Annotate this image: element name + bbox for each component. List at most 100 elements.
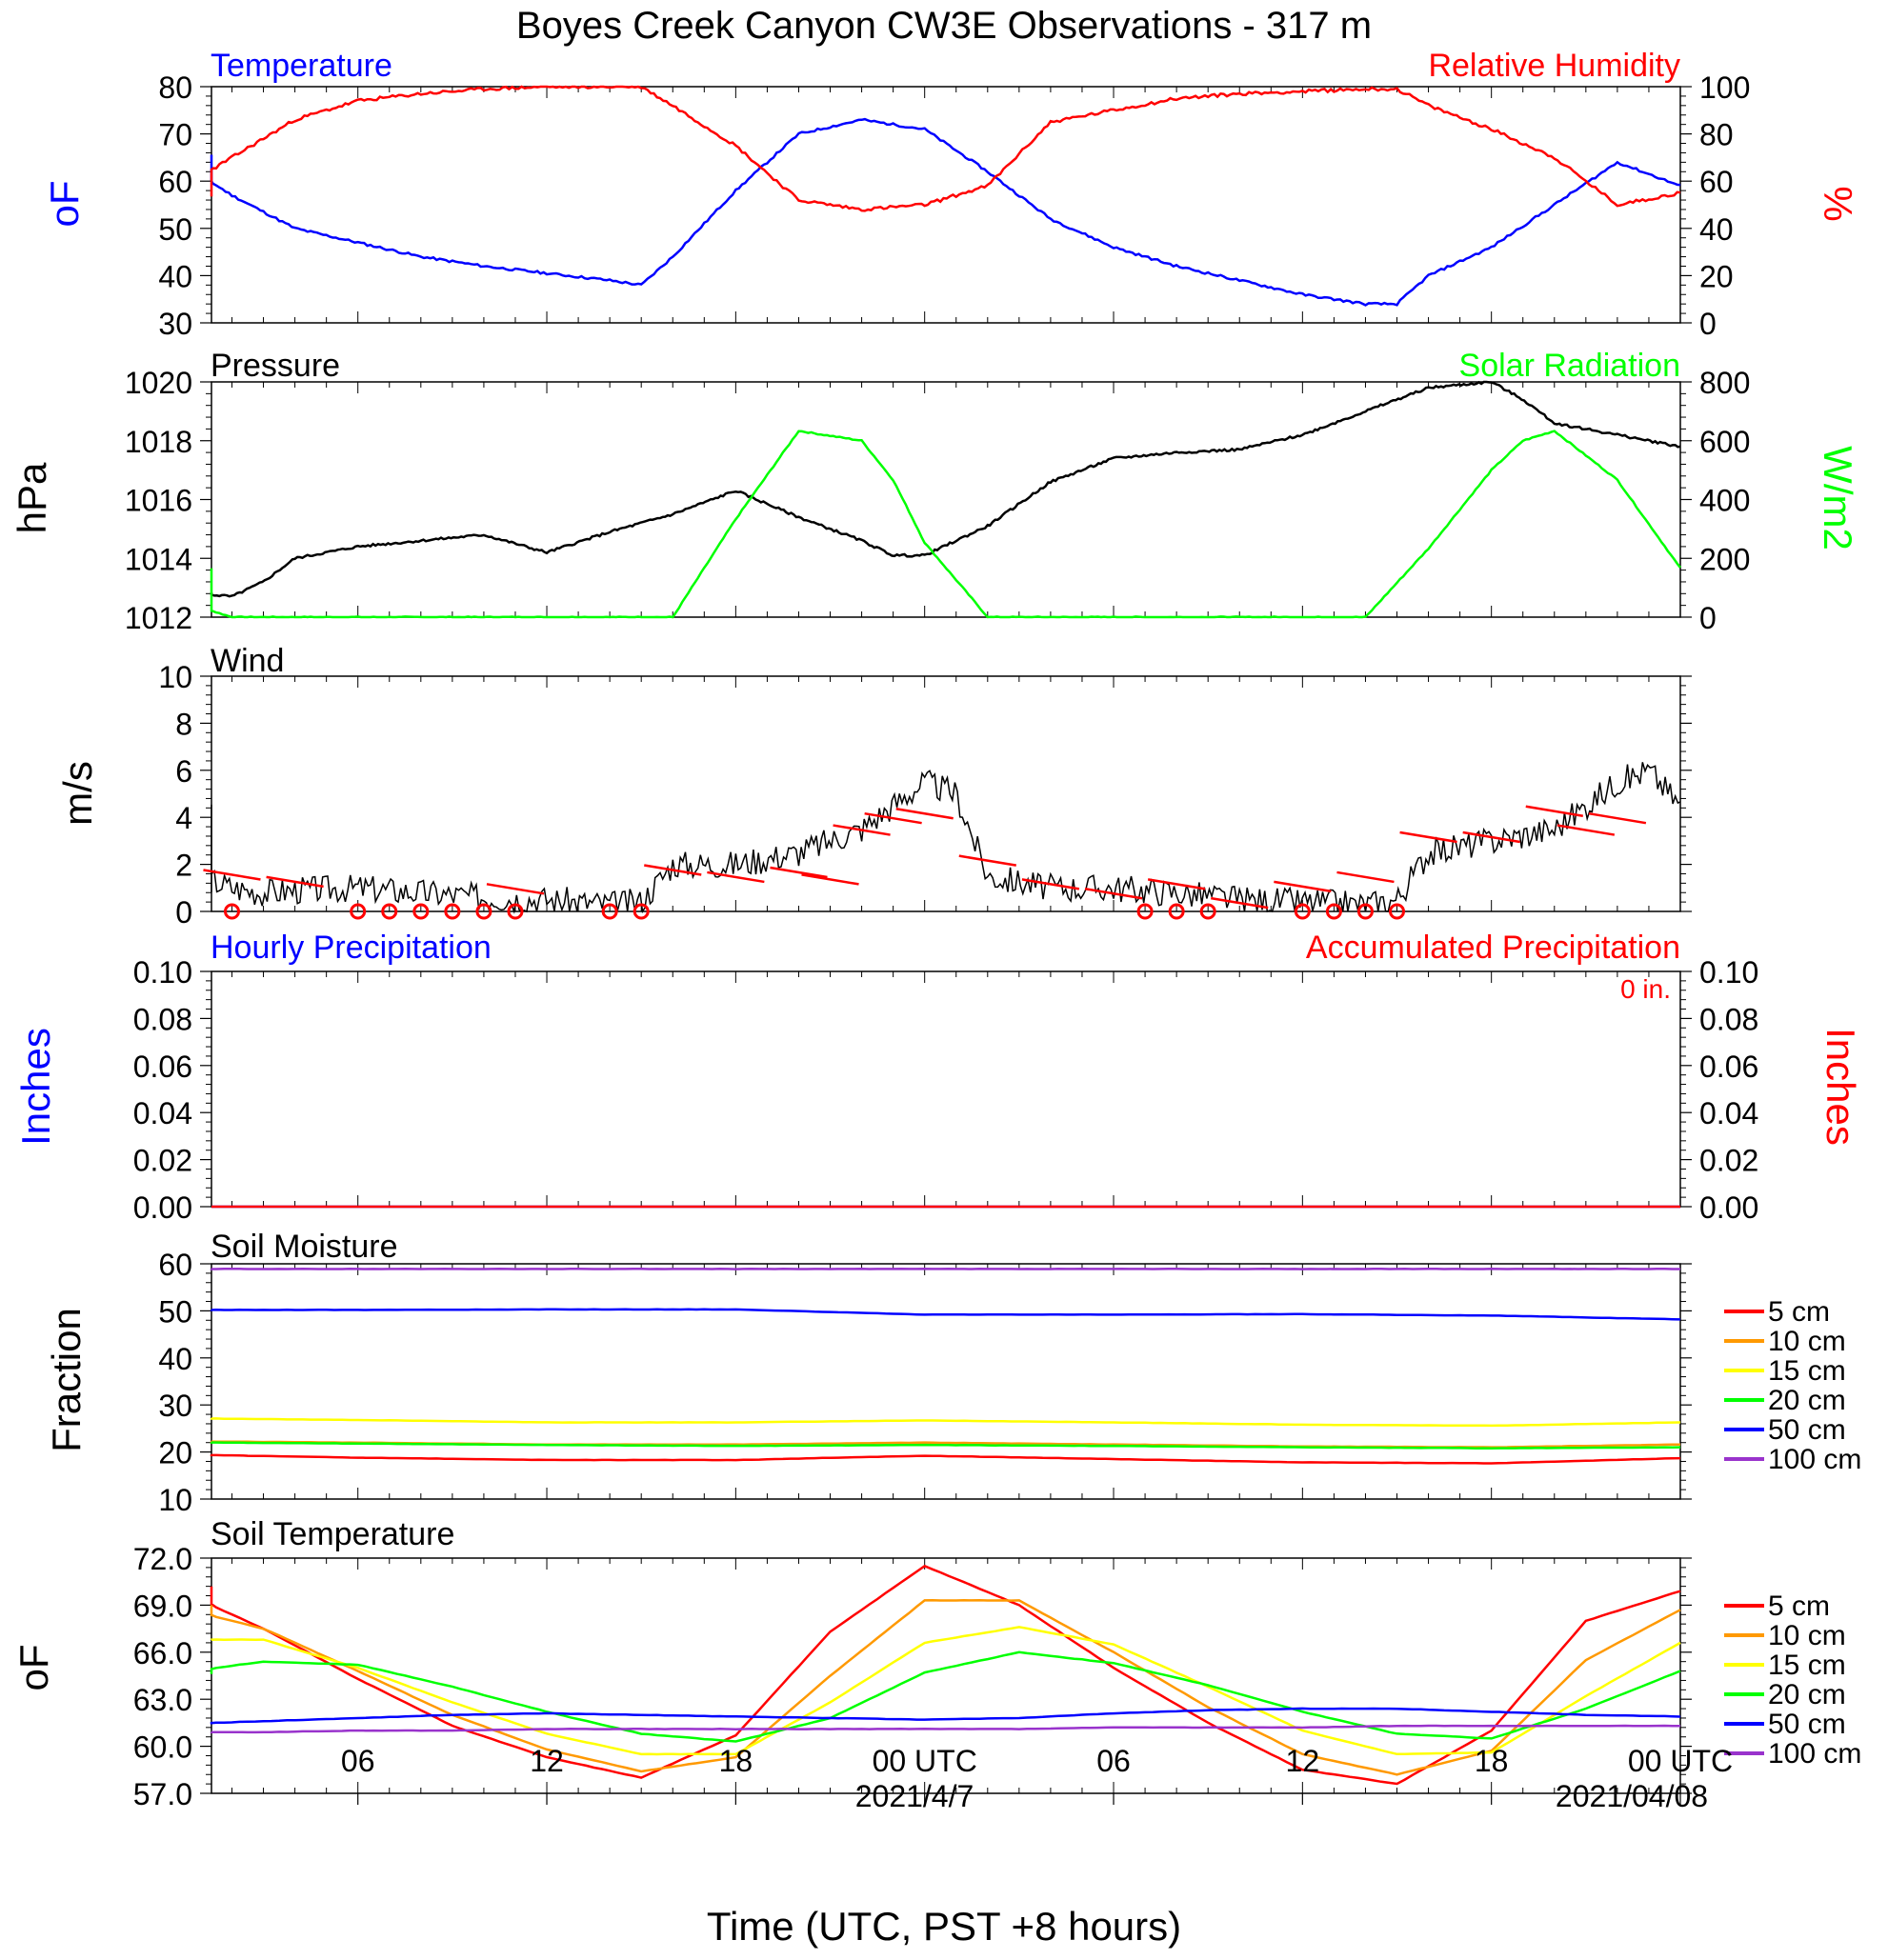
y-tick-label-right: 100: [1699, 70, 1750, 105]
calm-wind-marker: [1136, 903, 1154, 920]
wind-barb: [1525, 805, 1583, 818]
wind-barb: [203, 869, 261, 881]
x-tick-label: 00 UTC: [873, 1744, 977, 1778]
y-tick-label-left: 60: [158, 165, 192, 199]
y-tick-label-right: 0: [1699, 307, 1717, 341]
y-tick-label-left: 50: [158, 1294, 192, 1329]
y-tick-label-right: 0.04: [1699, 1096, 1758, 1130]
y-tick-label-left: 69.0: [133, 1589, 192, 1623]
series-line-10cm: [210, 1599, 1681, 1776]
legend-label: 15 cm: [1768, 1650, 1846, 1681]
calm-wind-marker: [412, 903, 430, 920]
panel-frame: [211, 86, 1681, 324]
calm-wind-marker: [1294, 903, 1311, 920]
humidity-line: [210, 85, 1681, 212]
calm-wind-marker: [350, 903, 367, 920]
legend-label: 5 cm: [1768, 1590, 1830, 1622]
y-tick-label-left: 60.0: [133, 1730, 192, 1765]
series-line-50cm: [210, 1707, 1681, 1725]
panel-axes: 0 2 4 6 8 10: [158, 660, 1692, 930]
legend-label: 10 cm: [1768, 1326, 1846, 1357]
y-tick-label-right: 0.00: [1699, 1190, 1758, 1225]
legend-label: 20 cm: [1768, 1385, 1846, 1416]
y-tick-label-left: 0.04: [133, 1096, 192, 1130]
y-tick-label-left: 70: [158, 118, 192, 152]
panel-frame: [211, 675, 1681, 912]
y-tick-label-left: 40: [158, 1342, 192, 1376]
calm-wind-marker: [1325, 903, 1342, 920]
accum-precip-axis-label: Inches: [1818, 1028, 1863, 1146]
wind-barb: [1147, 878, 1206, 890]
legend-label: 100 cm: [1768, 1444, 1861, 1475]
y-tick-label-left: 10: [158, 660, 192, 694]
soil-moisture-title: Soil Moisture: [211, 1229, 398, 1265]
calm-wind-marker: [223, 903, 240, 920]
humidity-title: Relative Humidity: [1428, 48, 1680, 84]
wind-axis-label: m/s: [55, 761, 100, 826]
wind-panel: 0 2 4 6 8 10 Wind m/s: [55, 643, 1692, 930]
y-tick-label-left: 60: [158, 1248, 192, 1282]
soil-temperature-axis-label: oF: [11, 1644, 56, 1690]
wind-barb: [895, 808, 954, 820]
temperature-axis-label: oF: [42, 180, 87, 227]
y-tick-label-left: 80: [158, 70, 192, 105]
y-tick-label-left: 30: [158, 1389, 192, 1423]
legend-label: 20 cm: [1768, 1679, 1846, 1710]
date-label-0407: 2021/4/7: [855, 1779, 974, 1813]
solar-axis-label: W/m2: [1816, 446, 1860, 550]
series-line-5cm: [210, 1453, 1681, 1465]
y-tick-label-left: 4: [175, 801, 192, 835]
hourly-precip-axis-label: Inches: [13, 1028, 58, 1146]
accum-precip-total: 0 in.: [1620, 974, 1671, 1004]
calm-wind-marker: [1168, 903, 1185, 920]
wind-barb: [801, 873, 859, 886]
y-tick-label-left: 40: [158, 259, 192, 293]
humidity-axis-label: %: [1816, 186, 1860, 221]
wind-barb: [1084, 888, 1143, 900]
calm-wind-marker: [381, 903, 398, 920]
precipitation-panel: 0.00 0.00 0.02 0.02 0.04 0.04 0.06 0.06 0.08 0.08…: [13, 930, 1863, 1225]
y-tick-label-left: 10: [158, 1483, 192, 1517]
panel-series: [210, 380, 1681, 619]
y-tick-label-right: 80: [1699, 118, 1734, 152]
panel-frame: [211, 381, 1681, 618]
pressure-axis-label: hPa: [10, 462, 54, 533]
y-tick-label-left: 0.10: [133, 955, 192, 990]
series-line-20cm: [210, 1650, 1681, 1743]
panel-axes: 1012 0 1014 200 1016 400 1018 600 1020 800: [125, 366, 1751, 635]
temperature-line: [210, 117, 1681, 307]
figure-title: Boyes Creek Canyon CW3E Observations - 3…: [516, 5, 1372, 47]
y-tick-label-right: 0: [1699, 601, 1717, 635]
y-tick-label-left: 8: [175, 707, 192, 741]
wind-barb: [486, 883, 545, 895]
x-tick-label: 06: [341, 1744, 375, 1778]
y-tick-label-left: 1020: [125, 366, 192, 400]
time-axis: 06 12 18 00 UTC 06 12 18 00 UTC: [341, 1744, 1733, 1805]
y-tick-label-right: 600: [1699, 425, 1750, 459]
wind-barb: [770, 866, 828, 879]
wind-barb: [1211, 896, 1269, 910]
wind-barb: [644, 864, 702, 876]
y-tick-label-right: 40: [1699, 212, 1734, 247]
wind-barb: [1021, 878, 1080, 890]
panel-series: [203, 762, 1681, 920]
legend-label: 5 cm: [1768, 1296, 1830, 1328]
panel-series: [210, 85, 1681, 307]
solar-radiation-line: [210, 430, 1681, 619]
panel-axes: 30 0 40 20 50 40 60 60 70 80 80 100: [158, 70, 1750, 341]
y-tick-label-right: 0.10: [1699, 955, 1758, 990]
y-tick-label-left: 20: [158, 1436, 192, 1470]
x-tick-label: 18: [1475, 1744, 1509, 1778]
panel-frame: [211, 970, 1681, 1208]
date-label-0408: 2021/04/08: [1556, 1779, 1708, 1813]
y-tick-label-right: 0.08: [1699, 1002, 1758, 1036]
accum-precip-title: Accumulated Precipitation: [1306, 930, 1680, 966]
wind-barb: [1274, 880, 1332, 893]
y-tick-label-left: 0: [175, 895, 192, 930]
hourly-precip-title: Hourly Precipitation: [211, 930, 492, 966]
wind-barb: [1462, 830, 1520, 844]
